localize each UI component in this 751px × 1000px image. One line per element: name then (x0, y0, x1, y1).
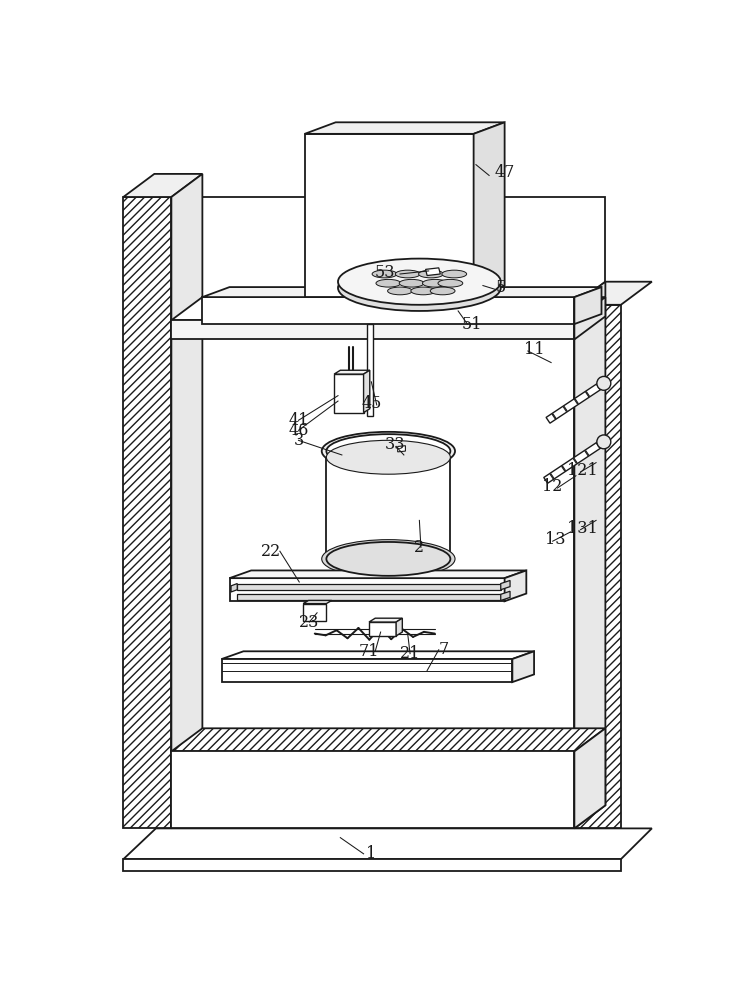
Text: 51: 51 (462, 316, 482, 333)
Polygon shape (575, 305, 621, 828)
Ellipse shape (395, 270, 420, 278)
Polygon shape (230, 578, 505, 601)
Ellipse shape (372, 270, 397, 278)
Polygon shape (426, 268, 440, 276)
Ellipse shape (430, 287, 455, 295)
Text: 22: 22 (261, 543, 281, 560)
Text: 33: 33 (385, 436, 405, 453)
Polygon shape (171, 320, 575, 339)
Text: 46: 46 (288, 422, 309, 439)
Polygon shape (305, 134, 474, 297)
Text: 21: 21 (400, 645, 421, 662)
Polygon shape (123, 174, 202, 197)
Text: 13: 13 (544, 531, 566, 548)
Text: 7: 7 (439, 641, 449, 658)
Polygon shape (575, 282, 605, 828)
Polygon shape (369, 622, 396, 636)
Text: 12: 12 (542, 478, 562, 495)
Polygon shape (575, 297, 605, 339)
Polygon shape (303, 604, 327, 620)
Text: 47: 47 (494, 164, 515, 181)
Polygon shape (303, 600, 332, 604)
Text: 5: 5 (496, 279, 506, 296)
Polygon shape (171, 728, 605, 751)
Polygon shape (231, 584, 237, 592)
Polygon shape (575, 728, 605, 828)
Text: 71: 71 (359, 643, 379, 660)
Text: 41: 41 (288, 412, 309, 429)
Polygon shape (398, 446, 406, 452)
Text: 23: 23 (299, 614, 319, 631)
Ellipse shape (411, 287, 436, 295)
Polygon shape (237, 584, 501, 590)
Text: 1: 1 (366, 845, 376, 862)
Ellipse shape (321, 540, 455, 578)
Polygon shape (512, 651, 534, 682)
Polygon shape (596, 443, 600, 448)
Polygon shape (222, 651, 534, 659)
Text: 121: 121 (567, 462, 598, 479)
Ellipse shape (321, 432, 455, 470)
Polygon shape (585, 451, 589, 456)
Ellipse shape (438, 279, 463, 287)
Polygon shape (202, 197, 605, 751)
Polygon shape (123, 197, 171, 828)
Polygon shape (575, 282, 652, 305)
Polygon shape (505, 570, 526, 601)
Polygon shape (575, 287, 602, 324)
Ellipse shape (442, 270, 466, 278)
Polygon shape (396, 618, 403, 636)
Ellipse shape (388, 287, 412, 295)
Text: 45: 45 (361, 395, 382, 412)
Polygon shape (230, 570, 526, 578)
Ellipse shape (338, 259, 501, 305)
Polygon shape (366, 324, 373, 416)
Polygon shape (237, 594, 501, 600)
Polygon shape (202, 297, 575, 324)
Polygon shape (552, 414, 556, 419)
Polygon shape (171, 751, 575, 828)
Ellipse shape (376, 279, 401, 287)
Polygon shape (305, 122, 505, 134)
Polygon shape (171, 297, 605, 320)
Polygon shape (501, 591, 510, 600)
Ellipse shape (327, 440, 451, 474)
Polygon shape (544, 439, 606, 483)
Ellipse shape (423, 279, 448, 287)
Ellipse shape (597, 376, 611, 390)
Polygon shape (363, 370, 369, 413)
Polygon shape (202, 287, 602, 297)
Polygon shape (550, 474, 554, 479)
Text: 53: 53 (374, 264, 395, 281)
Ellipse shape (338, 265, 501, 311)
Polygon shape (546, 380, 606, 423)
Polygon shape (334, 370, 369, 374)
Polygon shape (501, 580, 510, 590)
Polygon shape (573, 458, 578, 463)
Polygon shape (563, 406, 567, 411)
Polygon shape (334, 374, 363, 413)
Text: 11: 11 (524, 341, 544, 358)
Polygon shape (562, 466, 566, 471)
Polygon shape (474, 122, 505, 297)
Polygon shape (171, 174, 202, 828)
Text: 131: 131 (567, 520, 598, 537)
Ellipse shape (597, 435, 611, 449)
Ellipse shape (327, 434, 451, 468)
Polygon shape (123, 828, 652, 859)
Polygon shape (94, 120, 676, 890)
Polygon shape (123, 859, 621, 871)
Polygon shape (222, 659, 512, 682)
Ellipse shape (327, 542, 451, 576)
Text: 2: 2 (415, 539, 424, 556)
Ellipse shape (418, 270, 443, 278)
Polygon shape (586, 392, 590, 397)
Polygon shape (597, 384, 601, 389)
Polygon shape (575, 399, 578, 404)
Ellipse shape (400, 279, 424, 287)
Polygon shape (327, 451, 451, 559)
Text: 3: 3 (294, 432, 303, 449)
Polygon shape (369, 618, 403, 622)
